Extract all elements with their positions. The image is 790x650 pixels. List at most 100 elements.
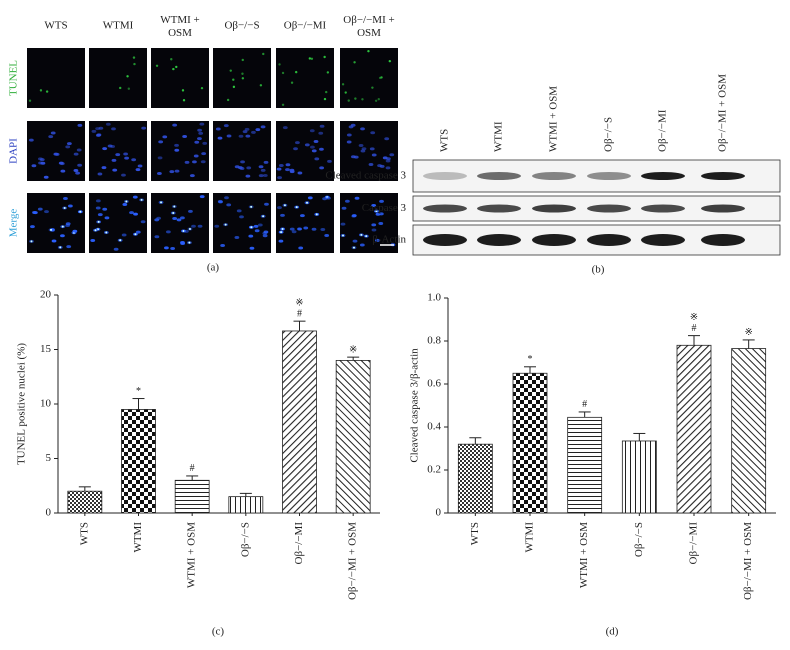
x-tick-label: WTS xyxy=(469,522,481,545)
nucleus xyxy=(379,199,384,203)
nucleus xyxy=(289,170,295,174)
significance-mark: * xyxy=(136,386,141,397)
nucleus-highlight xyxy=(262,215,265,218)
nucleus xyxy=(278,63,281,66)
nucleus xyxy=(246,166,252,170)
micrograph xyxy=(89,48,147,108)
nucleus xyxy=(182,99,186,102)
nucleus-highlight xyxy=(283,204,286,207)
nucleus xyxy=(242,130,248,134)
nucleus xyxy=(368,163,374,167)
nucleus xyxy=(98,126,104,130)
micrograph xyxy=(151,48,209,108)
bar xyxy=(676,344,712,514)
nucleus xyxy=(75,171,81,175)
nucleus xyxy=(199,195,205,199)
band xyxy=(423,172,467,180)
nucleus xyxy=(367,49,370,53)
nucleus xyxy=(385,159,391,163)
nucleus xyxy=(304,143,310,147)
nucleus xyxy=(199,122,205,126)
row-label: TUNEL xyxy=(8,60,20,96)
caption: (b) xyxy=(592,264,605,276)
nucleus xyxy=(353,61,356,64)
nucleus xyxy=(133,62,136,66)
nucleus xyxy=(170,58,173,61)
nucleus xyxy=(322,197,327,201)
nucleus xyxy=(182,134,188,138)
nucleus xyxy=(293,147,298,151)
nucleus xyxy=(385,166,391,170)
nucleus xyxy=(172,67,175,71)
significance-mark: ※ xyxy=(690,312,698,323)
nucleus xyxy=(214,224,220,228)
nucleus xyxy=(226,203,232,207)
nucleus xyxy=(183,229,189,233)
band xyxy=(641,234,685,246)
band xyxy=(587,172,631,180)
nucleus xyxy=(236,209,242,213)
nucleus xyxy=(132,56,136,59)
nucleus-highlight xyxy=(315,213,318,216)
significance-mark: ※ xyxy=(295,297,303,308)
nucleus xyxy=(164,246,169,250)
nucleus xyxy=(281,71,285,75)
nucleus xyxy=(91,129,97,133)
nucleus xyxy=(113,247,119,251)
band xyxy=(477,234,521,246)
nucleus xyxy=(32,211,37,215)
nucleus xyxy=(97,213,103,217)
nucleus-highlight xyxy=(188,228,191,231)
nucleus xyxy=(215,127,221,131)
nucleus-highlight xyxy=(352,246,355,249)
nucleus xyxy=(188,209,193,213)
nucleus xyxy=(198,131,204,135)
nucleus xyxy=(311,227,317,231)
nucleus-highlight xyxy=(306,201,309,204)
nucleus xyxy=(217,136,223,140)
nucleus xyxy=(370,131,376,135)
band xyxy=(701,172,745,180)
lane-label: WTMI xyxy=(493,121,505,152)
bar xyxy=(67,490,103,514)
nucleus xyxy=(172,217,178,221)
nucleus xyxy=(320,227,326,231)
nucleus xyxy=(375,238,380,242)
micrograph xyxy=(27,48,85,108)
nucleus xyxy=(197,224,203,228)
bar xyxy=(121,409,156,514)
nucleus xyxy=(180,240,185,244)
nucleus xyxy=(155,64,159,67)
nucleus xyxy=(263,160,269,164)
nucleus xyxy=(102,147,108,151)
nucleus xyxy=(200,86,204,90)
caption: (d) xyxy=(606,626,619,638)
nucleus xyxy=(189,174,195,178)
nucleus-highlight xyxy=(342,234,345,237)
nucleus xyxy=(319,124,325,128)
nucleus xyxy=(111,127,116,131)
band xyxy=(423,204,467,213)
micrograph xyxy=(340,193,398,253)
nucleus xyxy=(112,168,118,172)
nucleus xyxy=(51,239,57,243)
nucleus xyxy=(311,149,317,153)
nucleus xyxy=(358,144,364,148)
nucleus xyxy=(298,246,304,250)
bar xyxy=(621,440,657,514)
nucleus xyxy=(223,124,229,128)
nucleus xyxy=(66,245,72,249)
nucleus xyxy=(170,247,176,251)
nucleus xyxy=(251,130,256,134)
nucleus xyxy=(162,135,168,139)
bar xyxy=(174,479,210,514)
nucleus-highlight xyxy=(188,241,191,244)
nucleus xyxy=(45,90,49,93)
nucleus xyxy=(240,160,245,164)
x-tick-label: Oβ−/−S xyxy=(239,522,251,557)
nucleus xyxy=(350,155,356,159)
nucleus xyxy=(371,153,377,157)
nucleus xyxy=(194,140,200,144)
nucleus xyxy=(154,218,160,222)
